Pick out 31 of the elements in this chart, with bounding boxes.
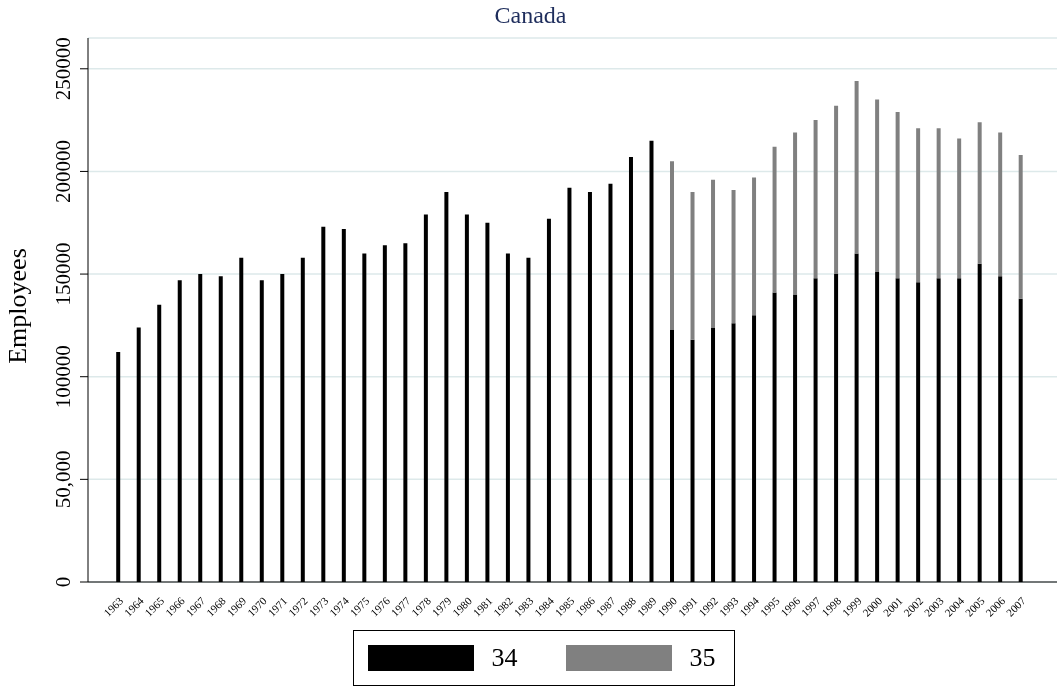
bar	[957, 138, 962, 279]
bar	[875, 99, 880, 273]
bar	[670, 161, 674, 330]
bar	[854, 81, 859, 254]
legend-label: 34	[491, 643, 519, 673]
bar	[998, 132, 1003, 277]
bar	[977, 122, 982, 264]
bar	[916, 128, 921, 283]
y-tick-label: 250000	[51, 37, 75, 101]
bar	[793, 132, 798, 295]
y-tick-label: 150000	[51, 242, 75, 306]
y-axis-title: Employees	[3, 248, 33, 364]
bar	[731, 189, 736, 324]
bar	[752, 177, 757, 316]
bar	[895, 111, 900, 279]
x-tick-label: 1988	[614, 594, 639, 619]
y-tick-label: 200000	[51, 139, 75, 203]
chart-title: Canada	[493, 2, 568, 29]
y-tick-label: 0	[51, 576, 75, 588]
bar	[772, 146, 777, 293]
bar	[834, 105, 839, 275]
y-tick-label: 100000	[51, 345, 75, 409]
bar	[711, 179, 716, 328]
bar	[1018, 155, 1023, 299]
legend-label: 35	[689, 643, 717, 673]
x-tick-label: 1992	[696, 594, 721, 619]
y-tick-label: 50,000	[51, 450, 75, 509]
x-tick-label: 1963	[101, 594, 126, 619]
bar	[813, 120, 818, 279]
bar	[936, 128, 941, 279]
bar	[690, 191, 695, 340]
